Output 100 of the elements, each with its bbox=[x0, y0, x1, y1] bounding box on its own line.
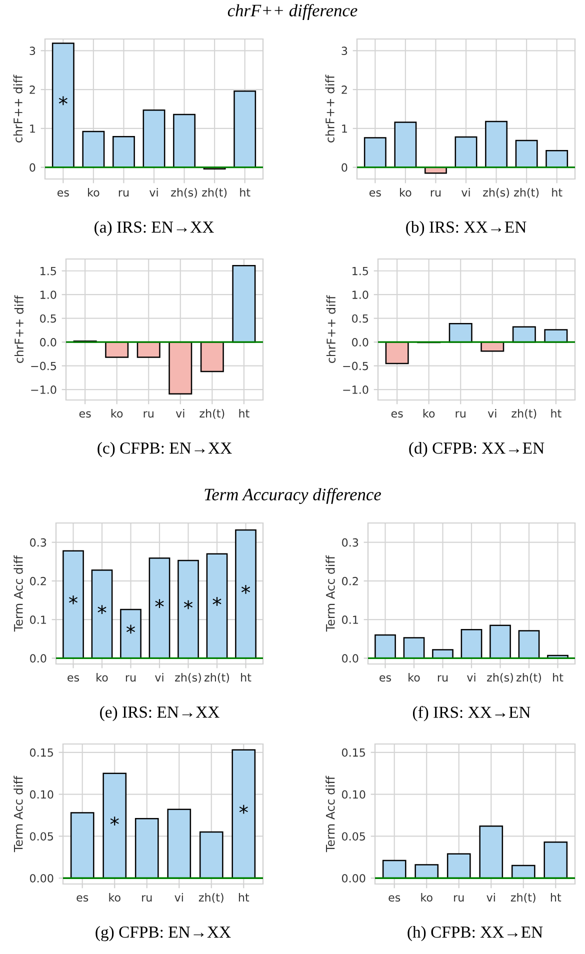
y-tick-label: 0.15 bbox=[30, 748, 53, 757]
x-tick-label: es bbox=[391, 411, 403, 418]
x-tick-label: ko bbox=[88, 188, 100, 197]
y-tick-label: 0.5 bbox=[40, 314, 56, 323]
y-tick-label: 0.0 bbox=[342, 654, 358, 663]
x-tick-label: ko bbox=[400, 188, 412, 197]
y-tick-label: 1.0 bbox=[352, 290, 368, 299]
x-tick-label: zh(t) bbox=[204, 673, 229, 683]
x-tick-label: es bbox=[388, 895, 400, 902]
data-label: * bbox=[126, 624, 136, 634]
x-axis-title: (f) IRS: XX→EN bbox=[412, 706, 530, 722]
x-tick-label: es bbox=[76, 895, 88, 902]
y-tick-label: 0.0 bbox=[30, 654, 46, 663]
x-tick-label: ht bbox=[241, 673, 252, 682]
x-tick-label: vi bbox=[176, 409, 184, 418]
x-tick-label: vi bbox=[462, 188, 470, 196]
y-axis-title: Term Acc diff bbox=[14, 555, 23, 632]
y-tick-label: 0.10 bbox=[30, 790, 54, 799]
x-axis-title: (b) IRS: XX→EN bbox=[406, 221, 526, 236]
y-tick-label: 0.05 bbox=[30, 832, 53, 841]
x-tick-label: zh(s) bbox=[171, 188, 197, 198]
y-axis-title: Term Acc diff bbox=[14, 776, 23, 852]
x-tick-label: ht bbox=[553, 673, 564, 682]
y-tick-label: −0.5 bbox=[343, 362, 368, 370]
x-tick-label: ht bbox=[238, 893, 250, 902]
y-tick-label: −1.0 bbox=[343, 386, 368, 394]
y-tick-label: 0.10 bbox=[342, 790, 366, 799]
y-tick-label: 0.2 bbox=[30, 576, 46, 586]
y-axis-title: Term Acc diff bbox=[326, 555, 335, 632]
y-tick-label: 0 bbox=[30, 163, 36, 172]
x-axis-title: (c) CFPB: EN→XX bbox=[98, 442, 232, 458]
x-tick-label: ht bbox=[240, 188, 250, 196]
data-label: * bbox=[239, 804, 248, 814]
x-tick-label: ht bbox=[552, 188, 562, 196]
x-tick-label: ko bbox=[421, 893, 432, 902]
x-tick-label: ko bbox=[111, 409, 123, 418]
y-tick-label: 0.2 bbox=[342, 576, 358, 586]
y-tick-label: −0.5 bbox=[31, 362, 56, 370]
x-tick-label: ko bbox=[423, 409, 435, 418]
y-axis-title: chrF++ diff bbox=[326, 295, 336, 363]
x-tick-label: zh(s) bbox=[175, 673, 201, 683]
chart-title: Term Accuracy difference bbox=[204, 488, 381, 504]
x-tick-label: vi bbox=[174, 893, 183, 902]
x-tick-label: zh(s) bbox=[483, 188, 509, 198]
x-tick-label: zh(t) bbox=[202, 188, 227, 198]
x-tick-label: zh(t) bbox=[198, 893, 224, 903]
y-tick-label: 1.0 bbox=[40, 290, 56, 299]
data-label: * bbox=[212, 596, 222, 606]
data-label: * bbox=[184, 600, 193, 610]
y-axis-title: chrF++ diff bbox=[13, 74, 22, 142]
y-tick-label: 0.00 bbox=[342, 874, 366, 883]
x-tick-label: vi bbox=[155, 673, 164, 682]
x-tick-label: ht bbox=[551, 409, 562, 418]
data-label: * bbox=[98, 605, 106, 614]
y-tick-label: 0.3 bbox=[30, 538, 46, 547]
x-tick-label: ru bbox=[118, 190, 129, 197]
y-tick-label: 0.3 bbox=[342, 538, 358, 547]
chart-title: chrF++ difference bbox=[228, 4, 358, 20]
data-label: * bbox=[155, 599, 164, 608]
data-label: * bbox=[241, 585, 250, 594]
data-label: * bbox=[110, 816, 119, 826]
x-axis-title: (g) CFPB: EN→XX bbox=[96, 926, 231, 942]
x-tick-label: ru bbox=[430, 190, 441, 197]
y-axis-title: Term Acc diff bbox=[326, 776, 335, 852]
y-tick-label: 1.5 bbox=[352, 266, 368, 276]
x-tick-label: vi bbox=[467, 673, 476, 682]
x-tick-label: es bbox=[380, 675, 392, 682]
y-tick-label: 1 bbox=[342, 124, 347, 133]
x-tick-label: ht bbox=[239, 409, 250, 418]
y-tick-label: 0.0 bbox=[40, 338, 56, 346]
x-axis-title: (d) CFPB: XX→EN bbox=[409, 442, 544, 458]
data-label: * bbox=[68, 595, 78, 604]
data-label: * bbox=[58, 96, 68, 106]
x-tick-label: es bbox=[79, 411, 91, 418]
y-axis-title: chrF++ diff bbox=[325, 74, 334, 142]
y-tick-label: 0.05 bbox=[342, 832, 365, 841]
x-tick-label: zh(t) bbox=[516, 673, 541, 683]
x-tick-label: ko bbox=[96, 673, 108, 682]
y-tick-label: 0.15 bbox=[342, 748, 365, 757]
y-tick-label: 0.00 bbox=[30, 874, 54, 883]
y-tick-label: 2 bbox=[342, 86, 347, 94]
y-tick-label: −1.0 bbox=[31, 386, 56, 394]
x-tick-label: vi bbox=[488, 409, 496, 418]
y-tick-label: 2 bbox=[30, 86, 35, 94]
y-tick-label: 1.5 bbox=[40, 266, 56, 276]
y-tick-label: 0 bbox=[342, 163, 348, 172]
y-tick-label: 0.0 bbox=[352, 338, 368, 346]
x-tick-label: zh(s) bbox=[487, 673, 513, 683]
x-tick-label: ko bbox=[408, 673, 420, 682]
x-tick-label: zh(t) bbox=[510, 893, 536, 903]
y-tick-label: 3 bbox=[30, 46, 36, 56]
x-tick-label: vi bbox=[486, 893, 495, 902]
x-tick-label: ht bbox=[550, 893, 562, 902]
x-tick-label: ru bbox=[144, 411, 154, 418]
x-tick-label: zh(t) bbox=[514, 188, 539, 198]
x-tick-label: ru bbox=[126, 675, 136, 682]
x-tick-label: ko bbox=[109, 893, 120, 902]
x-tick-label: es bbox=[57, 190, 69, 197]
y-tick-label: 3 bbox=[342, 46, 348, 56]
y-tick-label: 0.1 bbox=[30, 616, 46, 624]
